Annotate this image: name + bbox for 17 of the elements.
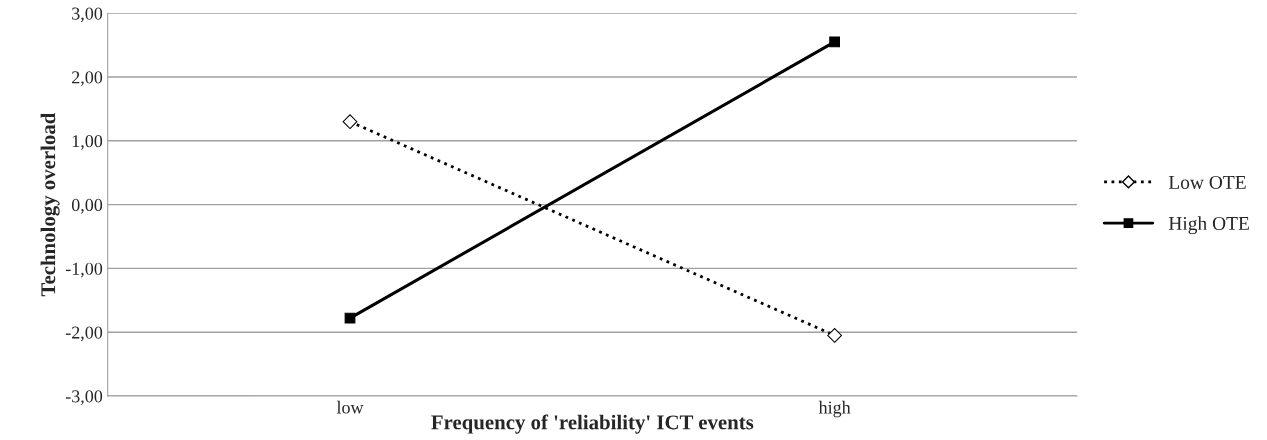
legend-label: Low OTE xyxy=(1168,175,1246,189)
y-tick-label: 3,00 xyxy=(72,7,103,23)
x-axis-title: Frequency of 'reliability' ICT events xyxy=(431,414,754,434)
point xyxy=(829,36,841,48)
point xyxy=(827,328,843,343)
x-tick-label: low xyxy=(336,400,364,414)
x-tick-label: high xyxy=(818,400,851,418)
y-tick-label: 2,00 xyxy=(72,71,103,87)
y-tick-label: -3,00 xyxy=(65,390,103,406)
point xyxy=(342,114,358,130)
y-tick-label: 1,00 xyxy=(72,135,103,150)
point xyxy=(344,312,356,324)
y-axis-title: Technology overload xyxy=(40,112,60,297)
y-tick-label: -1,00 xyxy=(65,262,103,278)
y-tick-label: 0,00 xyxy=(71,198,103,214)
y-tick-label: -2,00 xyxy=(65,326,103,342)
legend-label: High OTE xyxy=(1168,216,1249,235)
